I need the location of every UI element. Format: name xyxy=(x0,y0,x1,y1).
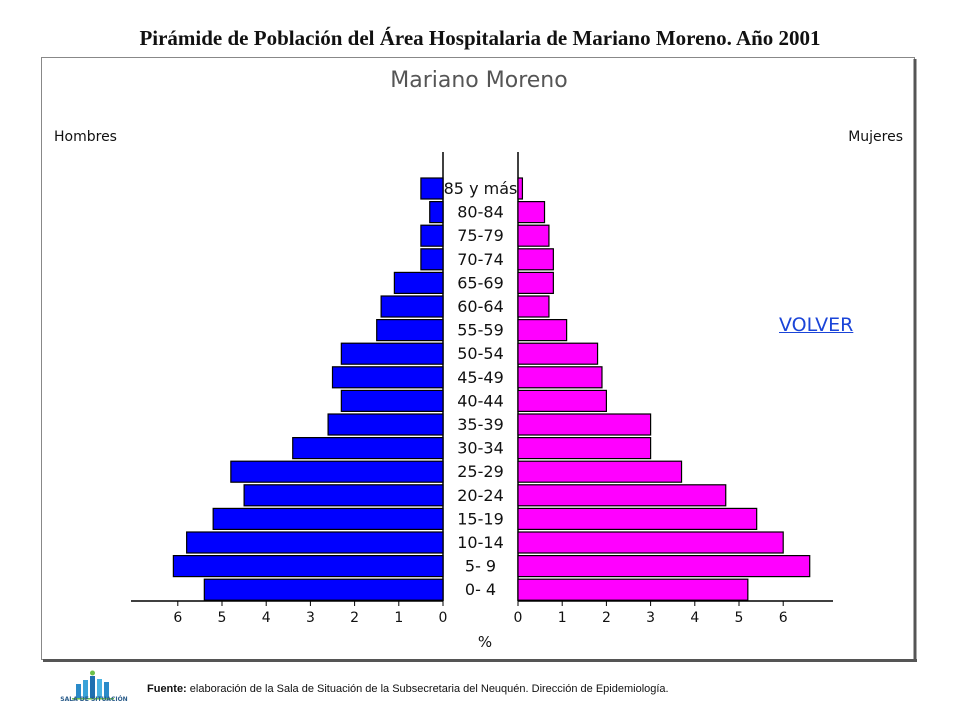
bar-hombres xyxy=(327,413,444,436)
bar-mujeres xyxy=(517,578,749,601)
bar-hombres xyxy=(420,248,444,271)
logo-text: SALA DE SITUACIÓN xyxy=(60,696,128,703)
age-group-label: 65-69 xyxy=(457,273,504,292)
x-tick-label: 5 xyxy=(218,610,227,626)
age-group-label: 60-64 xyxy=(457,297,504,316)
bar-mujeres xyxy=(517,248,554,271)
bar-hombres xyxy=(230,460,444,483)
x-tick-label: 4 xyxy=(262,610,271,626)
source-label: Fuente: xyxy=(147,683,187,695)
bar-mujeres xyxy=(517,177,524,200)
bar-hombres xyxy=(212,507,444,530)
logo-bars-icon xyxy=(72,670,114,700)
x-tick-label: 2 xyxy=(350,610,359,626)
chart-title: Mariano Moreno xyxy=(390,68,567,93)
right-label: Mujeres xyxy=(848,129,903,145)
age-group-label: 15-19 xyxy=(457,509,504,528)
x-tick-label: 1 xyxy=(394,610,403,626)
age-group-label: 0- 4 xyxy=(465,580,496,599)
population-pyramid-chart: Mariano Moreno Hombres Mujeres 85 y más 80-8… xyxy=(41,57,917,662)
age-group-label: 50-54 xyxy=(457,344,504,363)
page-title: Pirámide de Población del Área Hospitala… xyxy=(139,26,821,50)
age-group-label: 35-39 xyxy=(457,415,504,434)
bar-mujeres xyxy=(517,342,599,365)
left-label: Hombres xyxy=(54,129,117,145)
age-group-label: 30-34 xyxy=(457,439,504,458)
bar-mujeres xyxy=(517,295,550,318)
volver-link[interactable]: VOLVER xyxy=(779,314,854,336)
age-group-label: 25-29 xyxy=(457,462,504,481)
source-note: Fuente: elaboración de la Sala de Situac… xyxy=(147,683,669,695)
bar-hombres xyxy=(429,201,444,224)
sala-de-situacion-logo: SALA DE SITUACIÓN xyxy=(54,670,134,716)
chart-frame: Mariano Moreno Hombres Mujeres 85 y más 80-8… xyxy=(41,57,917,662)
x-tick-label: 3 xyxy=(646,610,655,626)
age-group-label: 5- 9 xyxy=(465,557,496,576)
bar-mujeres xyxy=(517,201,546,224)
bar-mujeres xyxy=(517,366,603,389)
bar-hombres xyxy=(393,271,444,294)
bar-hombres xyxy=(331,366,444,389)
age-group-label: 55-59 xyxy=(457,321,504,340)
bar-mujeres xyxy=(517,460,683,483)
bar-hombres xyxy=(340,389,444,412)
bar-hombres xyxy=(420,177,444,200)
bar-hombres xyxy=(420,224,444,247)
bar-hombres xyxy=(243,484,444,507)
bar-hombres xyxy=(380,295,444,318)
bar-mujeres xyxy=(517,271,554,294)
bar-hombres xyxy=(340,342,444,365)
x-tick-label: 6 xyxy=(173,610,182,626)
bar-mujeres xyxy=(517,555,811,578)
x-tick-label: 2 xyxy=(602,610,611,626)
bar-mujeres xyxy=(517,319,568,342)
bar-mujeres xyxy=(517,531,784,554)
age-group-label: 10-14 xyxy=(457,533,504,552)
age-group-label: 80-84 xyxy=(457,203,504,222)
bar-hombres xyxy=(172,555,444,578)
x-tick-label: 5 xyxy=(735,610,744,626)
bar-hombres xyxy=(203,578,444,601)
bar-mujeres xyxy=(517,413,652,436)
age-group-label: 45-49 xyxy=(457,368,504,387)
age-group-label: 85 y más xyxy=(444,179,518,198)
age-group-label: 75-79 xyxy=(457,226,504,245)
bar-mujeres xyxy=(517,484,727,507)
bar-hombres xyxy=(376,319,444,342)
bar-mujeres xyxy=(517,437,652,460)
source-text: elaboración de la Sala de Situación de l… xyxy=(186,683,669,695)
bar-mujeres xyxy=(517,507,758,530)
bar-hombres xyxy=(292,437,444,460)
x-tick-label: 3 xyxy=(306,610,315,626)
x-tick-label: 0 xyxy=(514,610,523,626)
bar-hombres xyxy=(186,531,444,554)
x-tick-label: 1 xyxy=(558,610,567,626)
x-axis-label: % xyxy=(478,633,492,651)
age-group-label: 40-44 xyxy=(457,391,504,410)
x-tick-label: 0 xyxy=(439,610,448,626)
x-tick-label: 4 xyxy=(690,610,699,626)
bar-mujeres xyxy=(517,224,550,247)
age-group-label: 70-74 xyxy=(457,250,504,269)
bar-mujeres xyxy=(517,389,608,412)
age-group-label: 20-24 xyxy=(457,486,504,505)
x-tick-label: 6 xyxy=(779,610,788,626)
